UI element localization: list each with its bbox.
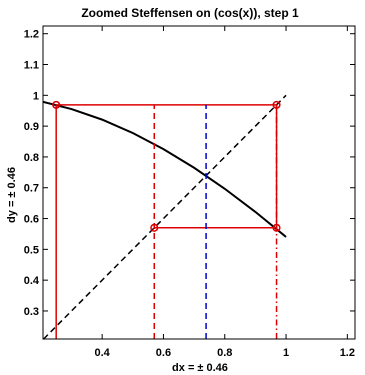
iteration-markers <box>52 100 281 232</box>
x-tick-label: 1 <box>283 347 289 359</box>
chart-title: Zoomed Steffensen on (cos(x)), step 1 <box>81 6 299 20</box>
y-tick-label: 1 <box>33 90 39 102</box>
x-tick-label: 0.4 <box>95 347 111 359</box>
y-axis-label: dy = ± 0.46 <box>6 167 18 223</box>
iteration-point <box>272 223 281 232</box>
iteration-point <box>150 223 159 232</box>
y-tick-label: 0.7 <box>24 183 39 195</box>
y-tick-label: 0.8 <box>24 152 39 164</box>
plot-area <box>43 94 287 339</box>
plot-frame <box>42 25 356 340</box>
y-tick-label: 0.4 <box>24 275 40 287</box>
y-tick-label: 0.3 <box>24 306 39 318</box>
series-cos-x-curve <box>43 100 287 238</box>
y-tick-label: 0.6 <box>24 214 39 226</box>
y-tick-label: 1.2 <box>24 29 39 41</box>
x-tick-label: 0.6 <box>156 347 171 359</box>
iteration-point <box>272 100 281 109</box>
x-tick-label: 1.2 <box>340 347 355 359</box>
y-tick-label: 0.9 <box>24 121 39 133</box>
x-axis-label: dx = ± 0.46 <box>172 362 228 374</box>
iteration-point <box>52 100 61 109</box>
x-tick-label: 0.8 <box>217 347 232 359</box>
axis-ticks: 0.4 0.6 0.8 1 1.2 0.3 0.4 0.5 0.6 0.7 0.8 0.9 1 1.1 1.… <box>24 26 355 359</box>
series-iteration-box <box>55 104 278 339</box>
y-tick-label: 1.1 <box>24 60 39 72</box>
y-tick-label: 0.5 <box>24 244 39 256</box>
series-identity-line-y-x <box>43 94 287 339</box>
